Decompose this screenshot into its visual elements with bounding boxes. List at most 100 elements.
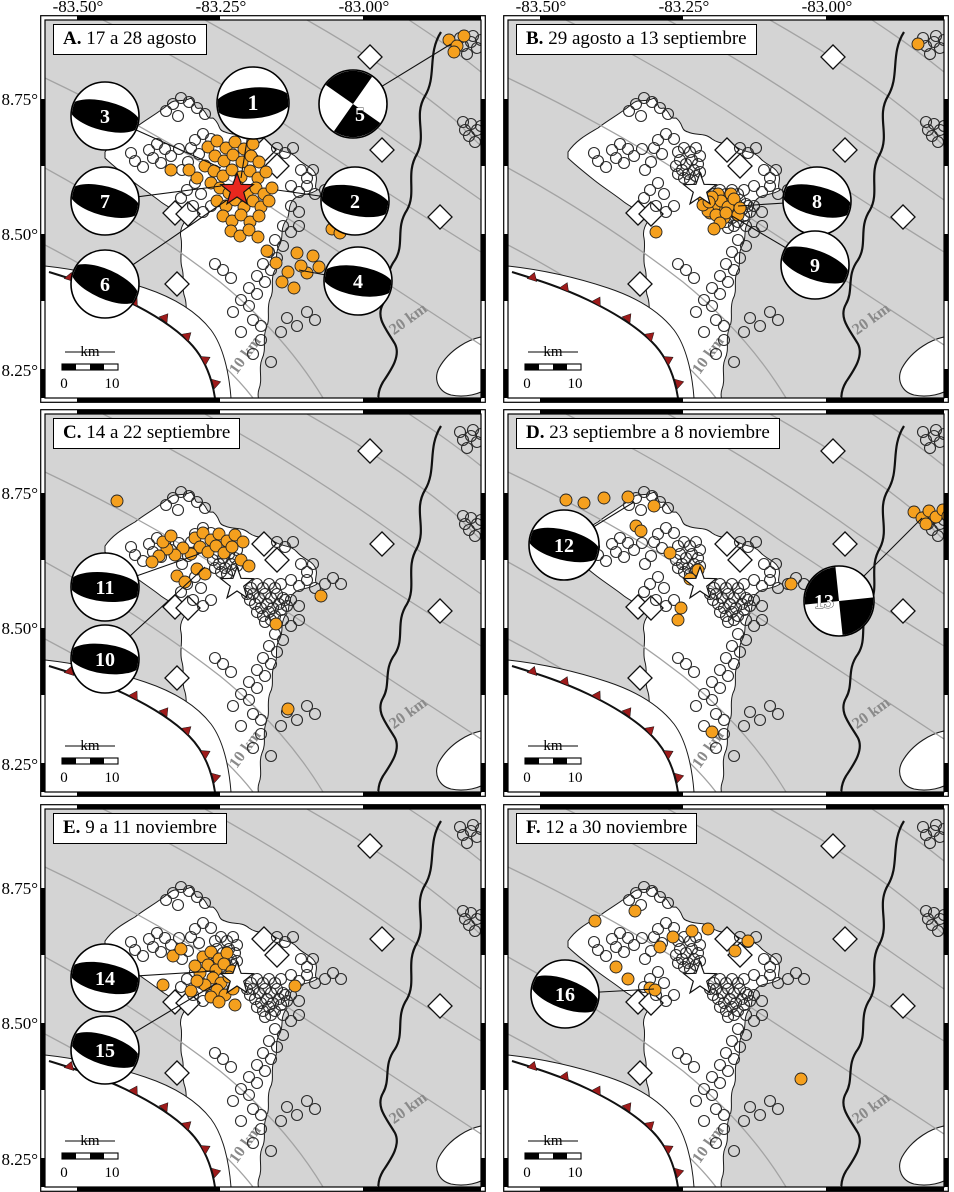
trench-tooth-icon (128, 1085, 138, 1096)
station-diamond-icon (832, 531, 858, 557)
trench-tooth-icon (591, 1085, 601, 1096)
map-frame (40, 409, 486, 797)
panel-title-C: C. 14 a 22 septiembre (53, 418, 241, 449)
panel-F: 10 km 20 km 16 km 0 10 F. 12 a 30 noviembre (503, 804, 949, 1192)
station-diamonds (625, 833, 916, 1086)
trench-tooth-icon (200, 356, 211, 366)
scale-bar: km0 10 (523, 1133, 582, 1181)
map-frame (503, 15, 949, 403)
svg-text:10: 10 (105, 1165, 120, 1181)
panel-letter: E. (63, 817, 86, 838)
station-diamond-icon (627, 271, 653, 297)
trench-tooth-icon (663, 750, 674, 760)
beachball-number: 7 (100, 191, 110, 213)
trench-tooth-icon (621, 313, 632, 324)
station-diamond-icon (832, 137, 858, 163)
longitude-label: -83.50° (515, 0, 567, 16)
trench-tooth-icon (200, 750, 211, 760)
scale-bar: km0 10 (60, 1133, 119, 1181)
longitude-label: -83.25° (195, 0, 247, 16)
trench-tooth-icon (526, 665, 538, 676)
station-diamond-icon (820, 44, 846, 70)
beachball-9: 9 (780, 230, 850, 300)
latitude-label: 8.75° (1, 484, 38, 503)
beachball-number: 12 (554, 535, 574, 557)
map-frame (40, 15, 486, 403)
beachball-5: 5 (318, 69, 388, 139)
trench-tooth-icon (558, 282, 569, 293)
panel-letter: B. (526, 28, 549, 49)
station-diamond-icon (369, 137, 395, 163)
svg-text:0: 0 (60, 770, 68, 786)
trench-tooth-icon (674, 1167, 685, 1179)
beachball-number: 4 (353, 271, 363, 293)
trench-tooth-icon (663, 356, 674, 366)
trench-tooth-icon (128, 690, 138, 701)
station-diamond-icon (369, 531, 395, 557)
station-diamond-icon (427, 993, 453, 1019)
beachball-16: 16 (530, 959, 600, 1029)
panel-period: 29 agosto a 13 septiembre (548, 28, 747, 49)
panel-letter: A. (63, 28, 87, 49)
station-diamonds (162, 833, 453, 1086)
beachball-number: 2 (350, 191, 360, 213)
trench-tooth-icon (621, 707, 632, 718)
trench-tooth-icon (211, 772, 222, 784)
station-diamond-icon (369, 926, 395, 952)
beachball-number: 5 (355, 104, 365, 126)
station-diamond-icon (251, 531, 277, 557)
station-diamond-icon (164, 665, 190, 691)
station-diamond-icon (727, 547, 753, 573)
scale-bar: km0 10 (523, 738, 582, 786)
svg-text:10: 10 (568, 1165, 583, 1181)
svg-text:0: 0 (60, 376, 68, 392)
scale-bar: km0 10 (60, 344, 119, 392)
panel-title-E: E. 9 a 11 noviembre (53, 813, 227, 844)
panel-B: 10 km 20 km 8 9 km 0 10 B. 29 agosto a 13 septi… (503, 15, 949, 403)
trench-tooth-icon (591, 690, 601, 701)
beachball-2: 2 (320, 166, 390, 236)
latitude-label: 8.25° (1, 755, 38, 774)
longitude-label: -83.00° (801, 0, 853, 16)
station-diamond-icon (357, 44, 383, 70)
beachball-number: 9 (810, 255, 820, 277)
station-diamond-icon (832, 926, 858, 952)
beachball-4: 4 (323, 246, 393, 316)
scale-bar: km0 10 (523, 344, 582, 392)
panel-letter: F. (526, 817, 546, 838)
svg-text:0: 0 (60, 1165, 68, 1181)
station-diamond-icon (627, 665, 653, 691)
beachball-number: 13 (814, 591, 834, 613)
beachball-15: 15 (70, 1015, 140, 1085)
map-frame (503, 409, 949, 797)
longitude-label: -83.00° (338, 0, 390, 16)
station-diamond-icon (357, 438, 383, 464)
panel-title-B: B. 29 agosto a 13 septiembre (516, 24, 757, 55)
svg-text:10: 10 (105, 770, 120, 786)
trench-tooth-icon (158, 313, 169, 324)
station-diamonds (625, 438, 916, 691)
station-diamond-icon (638, 201, 664, 227)
gulf-outline (436, 336, 481, 397)
station-diamonds (625, 44, 916, 297)
map-frame (503, 804, 949, 1192)
gulf-outline (436, 1125, 481, 1186)
mainshock-star-icon (219, 960, 255, 995)
panel-D: 10 km 20 km 12 13 km 0 10 D. 23 septiembre a 8 … (503, 409, 949, 797)
station-diamond-icon (164, 271, 190, 297)
svg-text:10: 10 (568, 376, 583, 392)
beachball-6: 6 (70, 249, 140, 319)
trench-tooth-icon (663, 1145, 674, 1155)
station-diamond-icon (638, 595, 664, 621)
trench-tooth-icon (621, 1102, 632, 1113)
station-diamond-icon (890, 993, 916, 1019)
coastline (376, 31, 442, 398)
panel-period: 14 a 22 septiembre (86, 422, 231, 443)
